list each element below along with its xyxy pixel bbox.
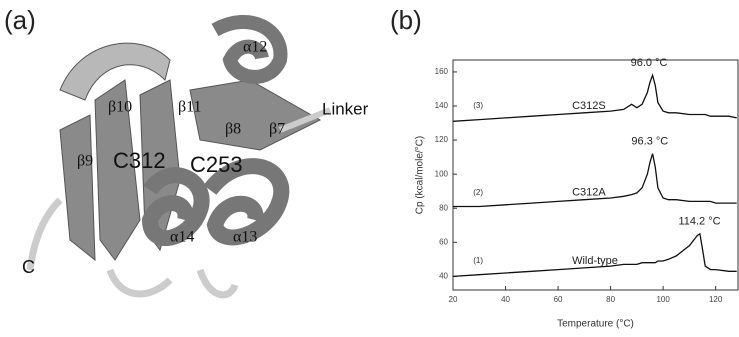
x-axis-label: Temperature (°C) [557,319,634,330]
x-tick-label: 20 [449,295,458,304]
y-tick-label: 80 [439,203,448,212]
panel-tag: (a) [4,5,36,35]
protein-ribbon [30,22,330,295]
structure-label: α12 [243,39,267,56]
y-tick-label: 40 [439,271,448,280]
peak-label: 96.0 °C [631,57,668,69]
y-tick-label: 120 [435,135,449,144]
series-name: Wild-type [572,255,618,267]
peak-label: 96.3 °C [631,136,668,148]
structure-label: β7 [269,121,285,138]
y-tick-label: 160 [435,67,449,76]
structure-label: β9 [77,153,93,170]
structure-label: α14 [170,229,194,246]
y-tick-label: 140 [435,101,449,110]
y-tick-label: 60 [439,237,448,246]
structure-label: β8 [225,121,241,138]
series-number: (2) [473,188,483,197]
series-number: (3) [473,101,483,110]
x-tick-label: 120 [709,295,723,304]
peak-label: 114.2 °C [678,216,720,228]
x-tick-label: 80 [606,295,615,304]
structure-label: β10 [108,99,132,116]
structure-label: α13 [233,229,257,246]
series-name: C312S [572,100,606,112]
x-tick-label: 40 [501,295,510,304]
x-tick-label: 100 [656,295,670,304]
series-name: C312A [572,187,606,199]
structure-label: C [22,257,35,277]
structure-label: C253 [190,152,243,177]
panel-tag: (b) [390,5,422,35]
series-line [453,75,737,121]
y-tick-label: 100 [435,169,449,178]
series-number: (1) [473,256,483,265]
structure-label: Linker [322,99,369,118]
y-axis-label: Cp (kcal/mole/°C) [415,136,426,214]
structure-label: C312 [113,148,166,173]
x-tick-label: 60 [554,295,563,304]
figure: (a) α12 β10 β11 β8 β7 Linker β9 C312 C253 α14 α13 C (… [0,0,739,332]
structure-label: β11 [178,99,202,116]
